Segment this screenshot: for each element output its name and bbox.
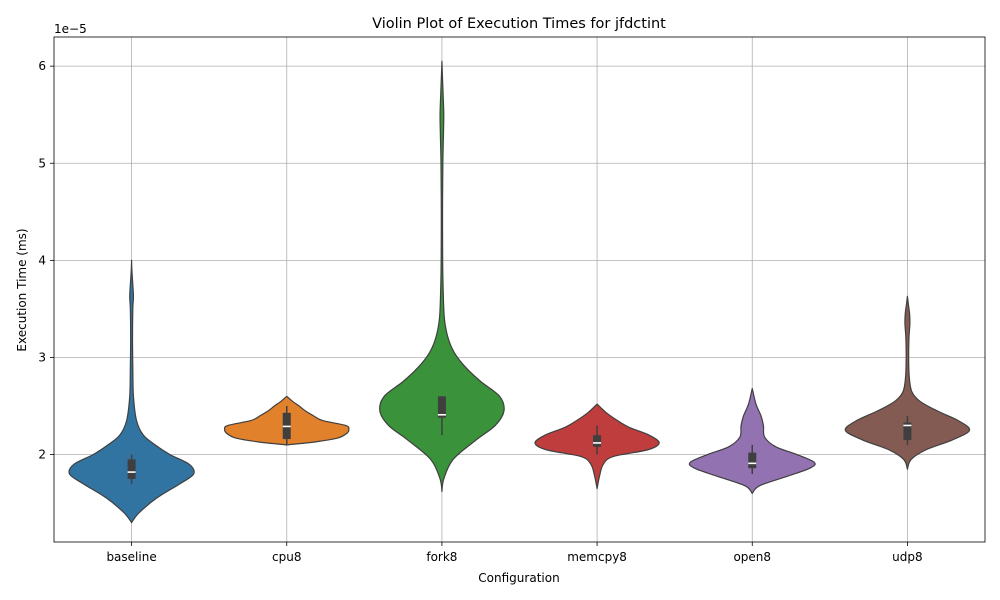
y-axis-offset-label: 1e−5 (54, 22, 87, 36)
x-tick-label: open8 (733, 550, 771, 564)
x-tick-label: memcpy8 (567, 550, 627, 564)
violin-cpu8 (224, 395, 350, 446)
y-tick-label: 6 (38, 59, 46, 73)
chart-title: Violin Plot of Execution Times for jfdct… (372, 16, 666, 32)
violin-iqr-box (748, 452, 757, 469)
violin-iqr-box (903, 422, 912, 441)
x-tick-label: udp8 (892, 550, 922, 564)
y-axis-label: Execution Time (ms) (15, 228, 29, 351)
violin-body (688, 387, 816, 495)
x-tick-label: cpu8 (272, 550, 301, 564)
violin-iqr-box (127, 459, 136, 479)
x-tick-label: fork8 (426, 550, 457, 564)
y-axis-ticks: 2 3 4 5 6 (38, 59, 54, 462)
y-tick-label: 3 (38, 350, 46, 364)
x-axis-ticks: baseline cpu8 fork8 memcpy8 open8 udp8 (106, 542, 923, 564)
violin-udp8 (844, 295, 971, 470)
violin-body (68, 259, 195, 524)
violin-iqr-box (437, 396, 446, 418)
plot-area-frame (53, 36, 986, 543)
x-axis-label: Configuration (478, 571, 559, 585)
violin-baseline (68, 259, 195, 524)
violins (68, 60, 971, 524)
y-tick-label: 2 (38, 448, 46, 462)
y-tick-label: 4 (38, 253, 46, 267)
violin-iqr-box (593, 435, 602, 447)
violin-body (844, 295, 971, 470)
violin-open8 (688, 387, 816, 495)
violin-memcpy8 (534, 403, 660, 490)
x-tick-label: baseline (106, 550, 156, 564)
violin-fork8 (379, 60, 505, 493)
y-tick-label: 5 (38, 156, 46, 170)
violin-body (379, 60, 505, 493)
